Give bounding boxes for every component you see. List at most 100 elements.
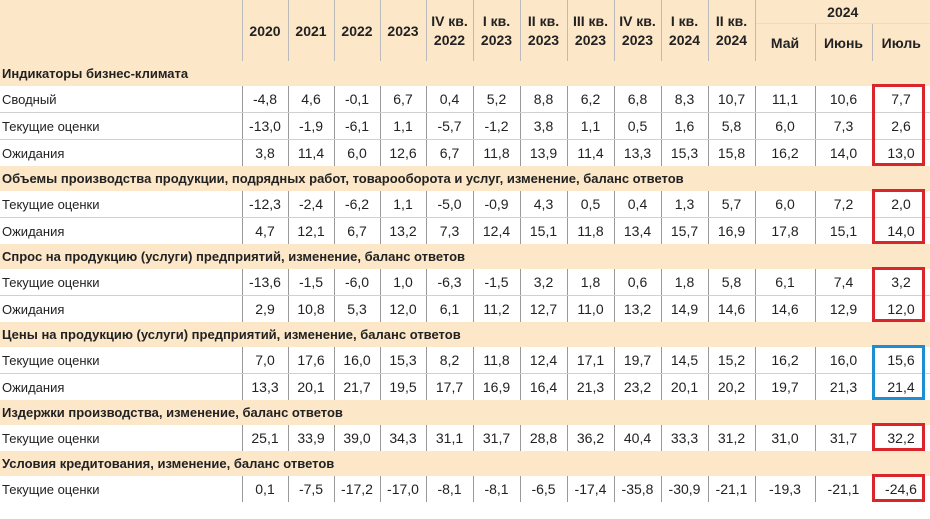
value-cell: -17,4	[566, 476, 614, 502]
section-title: Индикаторы бизнес-климата	[0, 61, 930, 86]
header-year-group-2024: 2024	[754, 0, 930, 24]
quarter-year: 2023	[621, 31, 654, 48]
value-cell: -19,3	[754, 476, 815, 502]
header-year-2023: 2023	[379, 0, 426, 61]
value-cell: 4,3	[519, 191, 567, 218]
quarter-label: I кв.	[670, 12, 699, 29]
value-cell: 13,0	[871, 139, 930, 166]
value-cell: 7,4	[814, 269, 872, 296]
value-cell: 12,6	[379, 139, 426, 166]
value-cell: 1,0	[379, 269, 426, 296]
value-cell: 12,7	[519, 295, 567, 322]
table-row: Сводный -4,8 4,6 -0,1 6,7 0,4 5,2 8,8 6,2 6,8 8,3 1…	[0, 86, 930, 113]
value-cell: -35,8	[613, 476, 661, 502]
value-cell: 3,8	[241, 139, 288, 166]
value-cell: 3,8	[519, 112, 567, 140]
value-cell: -6,3	[425, 269, 473, 296]
value-cell: 11,8	[566, 217, 614, 244]
section-header: Издержки производства, изменение, баланс…	[0, 400, 930, 425]
value-cell: 10,6	[814, 86, 872, 113]
value-cell: -6,1	[333, 112, 380, 140]
section-title: Издержки производства, изменение, баланс…	[0, 400, 930, 425]
business-climate-table: 2020 2021 2022 2023 IV кв. 2022 I кв. 2023…	[0, 0, 930, 502]
highlight-box-red	[872, 84, 925, 166]
value-cell: 8,2	[425, 347, 473, 374]
value-cell: 3,2	[519, 269, 567, 296]
value-cell: 11,2	[472, 295, 520, 322]
value-cell: 14,5	[660, 347, 708, 374]
value-cell: 16,2	[754, 347, 815, 374]
section-header: Спрос на продукцию (услуги) предприятий,…	[0, 244, 930, 269]
value-cell: 34,3	[379, 425, 426, 451]
value-cell: 0,4	[613, 191, 661, 218]
value-cell: 6,2	[566, 86, 614, 113]
section-title: Спрос на продукцию (услуги) предприятий,…	[0, 244, 930, 269]
row-label: Ожидания	[0, 373, 242, 400]
section-title: Условия кредитования, изменение, баланс …	[0, 451, 930, 476]
value-cell: 16,2	[754, 139, 815, 166]
value-cell: -0,1	[333, 86, 380, 113]
header-year-2020: 2020	[241, 0, 288, 61]
value-cell: 7,3	[814, 112, 872, 140]
value-cell: 6,0	[754, 112, 815, 140]
value-cell: 0,5	[566, 191, 614, 218]
value-cell: 1,1	[379, 112, 426, 140]
value-cell: 28,8	[519, 425, 567, 451]
value-cell: -1,9	[287, 112, 334, 140]
header-year-2021: 2021	[287, 0, 334, 61]
value-cell: -30,9	[660, 476, 708, 502]
value-cell: 5,3	[333, 295, 380, 322]
header-quarter: II кв. 2024	[707, 0, 755, 61]
value-cell: 1,3	[660, 191, 708, 218]
value-cell: 7,0	[241, 347, 288, 374]
row-label: Текущие оценки	[0, 191, 242, 218]
quarter-label: II кв.	[527, 12, 560, 29]
quarter-year: 2023	[480, 31, 513, 48]
value-cell: 17,8	[754, 217, 815, 244]
row-label: Текущие оценки	[0, 476, 242, 502]
value-cell: 6,0	[333, 139, 380, 166]
value-cell: 20,1	[287, 373, 334, 400]
value-cell: -8,1	[472, 476, 520, 502]
value-cell: 5,7	[707, 191, 755, 218]
value-cell: 31,7	[814, 425, 872, 451]
table-row: Текущие оценки -13,0 -1,9 -6,1 1,1 -5,7 -1,2 3,…	[0, 112, 930, 140]
value-cell: -7,5	[287, 476, 334, 502]
value-cell: -13,0	[241, 112, 288, 140]
value-cell: 13,2	[613, 295, 661, 322]
value-cell: 33,3	[660, 425, 708, 451]
value-cell: 13,9	[519, 139, 567, 166]
value-cell: -1,5	[472, 269, 520, 296]
value-cell: 7,3	[425, 217, 473, 244]
section-title: Объемы производства продукции, подрядных…	[0, 166, 930, 191]
highlight-box-red	[872, 267, 925, 322]
header-quarter: IV кв. 2022	[425, 0, 473, 61]
highlight-box-red	[872, 189, 925, 244]
value-cell: 0,4	[425, 86, 473, 113]
value-cell: 13,3	[241, 373, 288, 400]
quarter-year: 2022	[433, 31, 466, 48]
value-cell: 12,0	[379, 295, 426, 322]
value-cell: 12,4	[519, 347, 567, 374]
highlight-box-red	[872, 423, 925, 451]
value-cell: 5,8	[707, 269, 755, 296]
value-cell: 11,1	[754, 86, 815, 113]
value-cell: 6,8	[613, 86, 661, 113]
value-cell: 1,8	[660, 269, 708, 296]
section-header: Условия кредитования, изменение, баланс …	[0, 451, 930, 476]
value-cell: -13,6	[241, 269, 288, 296]
value-cell: 6,1	[754, 269, 815, 296]
value-cell: 33,9	[287, 425, 334, 451]
table-body: Индикаторы бизнес-климата Сводный -4,8 4,6-…	[0, 61, 930, 502]
value-cell: 17,1	[566, 347, 614, 374]
value-cell: -12,3	[241, 191, 288, 218]
quarter-label: III кв.	[572, 12, 609, 29]
section-header: Цены на продукцию (услуги) предприятий, …	[0, 322, 930, 347]
value-cell: 5,8	[707, 112, 755, 140]
header-quarter: IV кв. 2023	[613, 0, 661, 61]
value-cell: -17,0	[379, 476, 426, 502]
table-row: Текущие оценки 0,1 -7,5 -17,2 -17,0 -8,1 -8,1-…	[0, 476, 930, 502]
value-cell: 20,2	[707, 373, 755, 400]
table-row: Текущие оценки -12,3 -2,4 -6,2 1,1 -5,0 -0,9 4,…	[0, 191, 930, 218]
